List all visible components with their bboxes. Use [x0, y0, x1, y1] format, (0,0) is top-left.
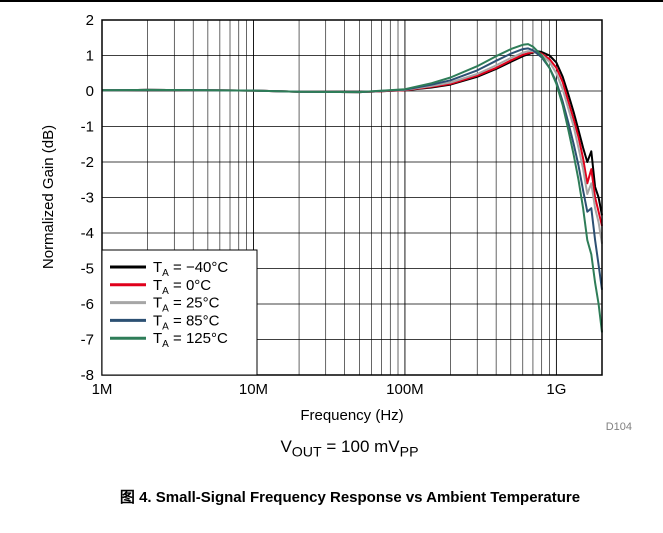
test-condition: VOUT = 100 mVPP [0, 437, 663, 460]
legend-label: TA = 125°C [153, 330, 228, 350]
legend-label: TA = 85°C [153, 312, 220, 332]
test-condition-text: VOUT = 100 mVPP [280, 437, 419, 461]
x-tick-label: 10M [239, 381, 268, 398]
series-line [101, 51, 603, 227]
series-line [101, 50, 603, 216]
legend-box [101, 249, 258, 376]
axis-ticks: 1M 10M 100M 1G 2 1 0 -1 -2 -3 -4 -5 -6 -7 -8 [81, 12, 567, 398]
y-tick-label: -6 [81, 296, 94, 313]
frequency-response-chart: 1M 10M 100M 1G 2 1 0 -1 -2 -3 -4 -5 -6 -7 -8 Frequency… [40, 12, 632, 430]
x-tick-label: 100M [386, 381, 424, 398]
y-tick-label: -2 [81, 154, 94, 171]
top-rule [0, 0, 663, 2]
plot-frame [101, 19, 603, 376]
x-tick-label: 1G [546, 381, 566, 398]
y-tick-label: 2 [86, 12, 94, 29]
legend-label: TA = 25°C [153, 295, 220, 315]
y-tick-label: -8 [81, 367, 94, 384]
figure-id-label: D104 [606, 421, 632, 430]
series-line [101, 43, 603, 333]
y-tick-label: -5 [81, 261, 94, 278]
y-tick-label: -4 [81, 225, 94, 242]
y-tick-label: 0 [86, 83, 94, 100]
series-lines [101, 43, 603, 333]
y-tick-label: 1 [86, 48, 94, 65]
x-tick-label: 1M [92, 381, 113, 398]
x-axis-title: Frequency (Hz) [300, 407, 403, 424]
series-line [101, 50, 603, 244]
y-tick-label: -1 [81, 119, 94, 136]
y-tick-label: -3 [81, 190, 94, 207]
y-axis-title: Normalized Gain (dB) [40, 125, 57, 269]
legend-label: TA = −40°C [153, 259, 228, 279]
figure-caption: 图 4. Small-Signal Frequency Response vs … [119, 489, 581, 506]
legend: TA = −40°CTA = 0°CTA = 25°CTA = 85°CTA =… [101, 249, 258, 376]
y-tick-label: -7 [81, 332, 94, 349]
